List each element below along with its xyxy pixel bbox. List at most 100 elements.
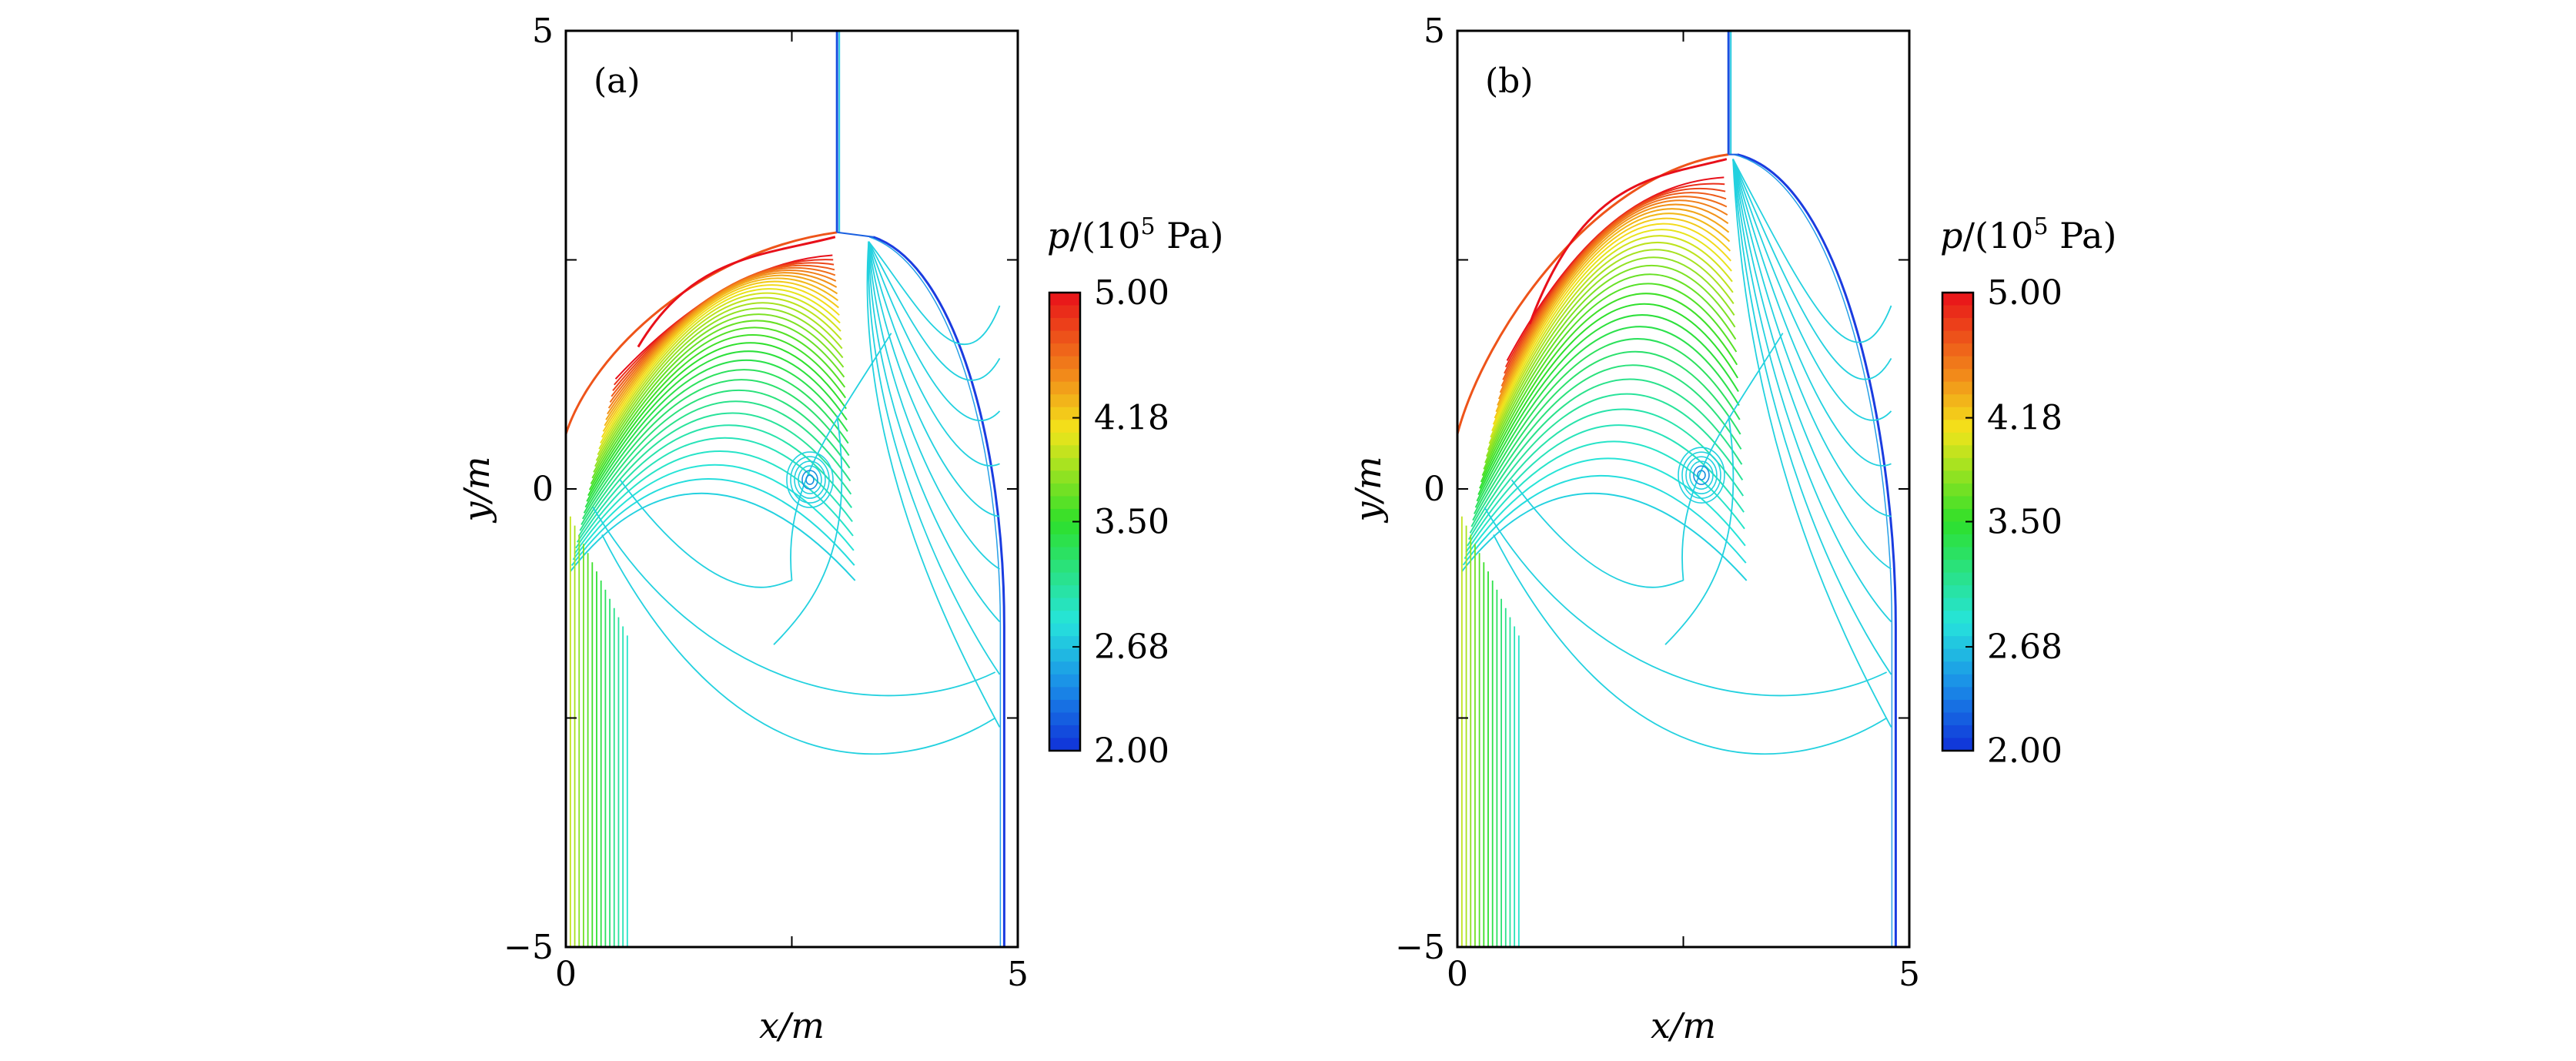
colorbar-tick-label: 3.50 xyxy=(1987,503,2062,542)
vortex-contour xyxy=(794,460,826,499)
contour-line xyxy=(1469,393,1744,534)
colorbar-level xyxy=(1942,293,1973,306)
vortex-contour xyxy=(786,451,834,508)
contour-line xyxy=(597,296,842,456)
panel-label: (b) xyxy=(1485,62,1534,101)
contour-line xyxy=(1732,159,1892,675)
vortex-contour xyxy=(801,470,818,490)
colorbar-level xyxy=(1049,560,1080,574)
contour-line xyxy=(773,415,843,645)
shock-junction xyxy=(837,231,874,238)
bow-shock-contour xyxy=(1457,153,1729,434)
contour-line xyxy=(1732,159,1892,343)
contour-line xyxy=(790,333,892,581)
y-tick-label: −5 xyxy=(503,928,554,967)
colorbar-level xyxy=(1049,343,1080,357)
contour-line xyxy=(1732,159,1892,570)
colorbar-title: p/(105 Pa) xyxy=(1047,213,1223,256)
contour-line xyxy=(586,350,848,502)
contour-line xyxy=(1493,534,1888,755)
colorbar-level xyxy=(1049,508,1080,523)
right-shock-contour xyxy=(872,236,1005,947)
contour-line xyxy=(1474,338,1741,508)
colorbar-tick-label: 5.00 xyxy=(1094,273,1169,313)
contour-line xyxy=(1484,507,1888,697)
colorbar-level xyxy=(1049,597,1080,611)
colorbar-level xyxy=(1049,457,1080,471)
colorbar-level xyxy=(1942,560,1973,574)
contour-line xyxy=(1681,333,1784,581)
contour-line xyxy=(602,280,839,432)
colorbar-level xyxy=(1942,611,1973,624)
colorbar-level xyxy=(1942,432,1973,446)
colorbar-level xyxy=(1049,470,1080,484)
contour-line xyxy=(591,320,845,479)
contour-line xyxy=(1488,241,1734,444)
bow-shock-contour xyxy=(1528,158,1728,325)
colorbar-level xyxy=(1049,547,1080,561)
colorbar-level xyxy=(1049,699,1080,714)
contour-line xyxy=(1464,457,1746,560)
colorbar-level xyxy=(1942,445,1973,459)
colorbar-tick-label: 2.68 xyxy=(1987,628,2062,667)
contour-line xyxy=(584,359,848,508)
contour-line xyxy=(1510,479,1684,588)
colorbar-level xyxy=(1942,648,1973,662)
contour-line xyxy=(1732,159,1892,467)
colorbar-level xyxy=(1049,636,1080,650)
colorbar-level xyxy=(1049,611,1080,624)
colorbar-level xyxy=(1049,445,1080,459)
vortex-contour xyxy=(1678,447,1725,504)
colorbar-level xyxy=(1942,572,1973,586)
colorbar-level xyxy=(1942,597,1973,611)
colorbar-tick-label: 4.18 xyxy=(1094,399,1169,438)
colorbar-level xyxy=(1942,420,1973,433)
x-tick-label: 5 xyxy=(1007,955,1029,994)
contour-line xyxy=(1481,283,1738,477)
contour-line xyxy=(1732,159,1892,623)
colorbar-level xyxy=(1049,738,1080,751)
contour-line xyxy=(595,302,843,461)
colorbar-level xyxy=(1049,420,1080,433)
contour-line xyxy=(1500,196,1728,387)
colorbar-tick-label: 5.00 xyxy=(1987,273,2062,313)
x-tick-label: 0 xyxy=(555,955,577,994)
vortex-contour xyxy=(1693,465,1710,485)
contour-line xyxy=(619,479,792,588)
colorbar-level xyxy=(1942,356,1973,370)
contour-line xyxy=(1664,415,1735,645)
colorbar-level xyxy=(1942,738,1973,751)
colorbar-level xyxy=(1049,661,1080,675)
colorbar-level xyxy=(1049,305,1080,319)
contour-line xyxy=(1484,264,1736,464)
colorbar-tick-label: 2.00 xyxy=(1987,731,2062,771)
colorbar-level xyxy=(1942,305,1973,319)
contour-line xyxy=(594,307,844,467)
contour-line xyxy=(868,241,1000,570)
contour-line xyxy=(868,241,1001,422)
colorbar-level xyxy=(1942,725,1973,739)
colorbar: 5.00 4.18 3.50 2.68 2.00 p/(105 Pa) xyxy=(1047,213,1223,771)
contour-field xyxy=(566,31,1005,947)
colorbar-level xyxy=(1942,483,1973,497)
colorbar-level xyxy=(1049,293,1080,306)
colorbar-level xyxy=(1049,648,1080,662)
contour-line xyxy=(1490,235,1733,438)
contour-line xyxy=(1491,229,1732,432)
vortex-contour xyxy=(798,465,822,494)
colorbar-tick-label: 3.50 xyxy=(1094,503,1169,542)
vortex-contour xyxy=(1681,451,1721,499)
colorbar-level xyxy=(1049,407,1080,420)
contour-line xyxy=(1494,217,1731,419)
contour-line xyxy=(1470,378,1743,527)
y-tick-label: −5 xyxy=(1395,928,1445,967)
contour-line xyxy=(572,464,855,561)
colorbar-level xyxy=(1049,381,1080,395)
colorbar-level xyxy=(1942,661,1973,675)
y-tick-label: 0 xyxy=(532,470,554,509)
colorbar-level xyxy=(1942,687,1973,701)
contour-line xyxy=(1497,208,1730,406)
contour-line xyxy=(601,534,996,755)
contour-line xyxy=(866,241,1001,728)
